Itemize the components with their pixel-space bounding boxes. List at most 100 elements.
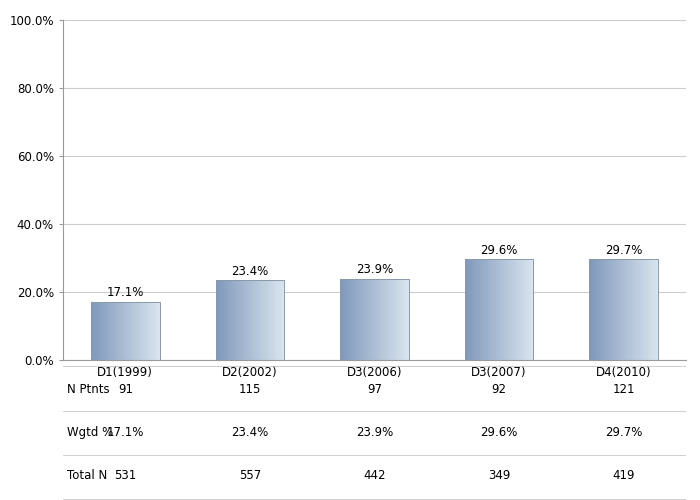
Bar xyxy=(363,278,365,360)
Bar xyxy=(268,280,270,360)
Text: 115: 115 xyxy=(239,383,261,396)
Text: Wgtd %: Wgtd % xyxy=(66,426,113,439)
Bar xyxy=(368,278,369,360)
Bar xyxy=(391,278,392,360)
Bar xyxy=(260,280,262,360)
Bar xyxy=(597,259,598,360)
Bar xyxy=(99,302,100,360)
Bar xyxy=(467,260,468,360)
Bar xyxy=(146,302,147,360)
Bar xyxy=(652,259,654,360)
Bar xyxy=(492,260,493,360)
Bar xyxy=(255,280,256,360)
Bar xyxy=(232,280,233,360)
Bar xyxy=(261,280,262,360)
Bar xyxy=(371,278,372,360)
Bar xyxy=(613,259,615,360)
Bar xyxy=(140,302,141,360)
Bar xyxy=(130,302,132,360)
Text: 23.9%: 23.9% xyxy=(356,264,393,276)
Bar xyxy=(116,302,118,360)
Bar xyxy=(259,280,260,360)
Bar xyxy=(354,278,356,360)
Bar xyxy=(131,302,132,360)
Bar xyxy=(154,302,155,360)
Bar xyxy=(136,302,137,360)
Bar xyxy=(475,260,477,360)
Bar xyxy=(138,302,139,360)
Bar xyxy=(524,260,526,360)
Bar xyxy=(145,302,146,360)
Text: 29.7%: 29.7% xyxy=(605,244,643,256)
Bar xyxy=(353,278,354,360)
Bar xyxy=(600,259,601,360)
Bar xyxy=(622,259,624,360)
Bar xyxy=(133,302,134,360)
Bar xyxy=(468,260,470,360)
Bar xyxy=(608,259,609,360)
Text: 91: 91 xyxy=(118,383,133,396)
Bar xyxy=(494,260,496,360)
Bar xyxy=(233,280,235,360)
Bar xyxy=(139,302,141,360)
Bar xyxy=(382,278,383,360)
Bar xyxy=(113,302,114,360)
Bar xyxy=(517,260,519,360)
Bar xyxy=(237,280,239,360)
Bar xyxy=(219,280,220,360)
Bar xyxy=(607,259,608,360)
Bar xyxy=(369,278,370,360)
Bar xyxy=(479,260,480,360)
Bar xyxy=(102,302,103,360)
Bar xyxy=(612,259,614,360)
Bar xyxy=(248,280,249,360)
Bar xyxy=(465,260,466,360)
Bar xyxy=(497,260,498,360)
Bar xyxy=(649,259,650,360)
Bar xyxy=(96,302,97,360)
Bar xyxy=(657,259,658,360)
Bar xyxy=(465,260,533,360)
Bar xyxy=(526,260,528,360)
Bar xyxy=(104,302,105,360)
Bar xyxy=(374,278,376,360)
Bar xyxy=(360,278,361,360)
Bar xyxy=(364,278,365,360)
Bar xyxy=(491,260,493,360)
Bar xyxy=(513,260,514,360)
Bar xyxy=(132,302,134,360)
Bar xyxy=(282,280,284,360)
Bar xyxy=(129,302,130,360)
Bar xyxy=(522,260,524,360)
Bar xyxy=(150,302,152,360)
Bar xyxy=(616,259,617,360)
Bar xyxy=(264,280,265,360)
Bar xyxy=(356,278,358,360)
Text: 23.9%: 23.9% xyxy=(356,426,393,439)
Bar xyxy=(473,260,474,360)
Bar xyxy=(275,280,276,360)
Bar xyxy=(596,259,598,360)
Bar xyxy=(265,280,266,360)
Bar xyxy=(528,260,530,360)
Bar xyxy=(640,259,642,360)
Bar xyxy=(627,259,629,360)
Bar xyxy=(510,260,511,360)
Bar xyxy=(234,280,235,360)
Bar xyxy=(91,302,160,360)
Bar xyxy=(387,278,388,360)
Bar xyxy=(528,260,529,360)
Text: 92: 92 xyxy=(491,383,507,396)
Text: 29.7%: 29.7% xyxy=(605,426,643,439)
Bar xyxy=(217,280,218,360)
Bar xyxy=(510,260,512,360)
Text: 419: 419 xyxy=(612,469,635,482)
Bar xyxy=(345,278,346,360)
Bar xyxy=(373,278,374,360)
Bar xyxy=(638,259,639,360)
Bar xyxy=(244,280,246,360)
Bar xyxy=(279,280,281,360)
Bar xyxy=(506,260,507,360)
Bar xyxy=(480,260,481,360)
Bar xyxy=(477,260,479,360)
